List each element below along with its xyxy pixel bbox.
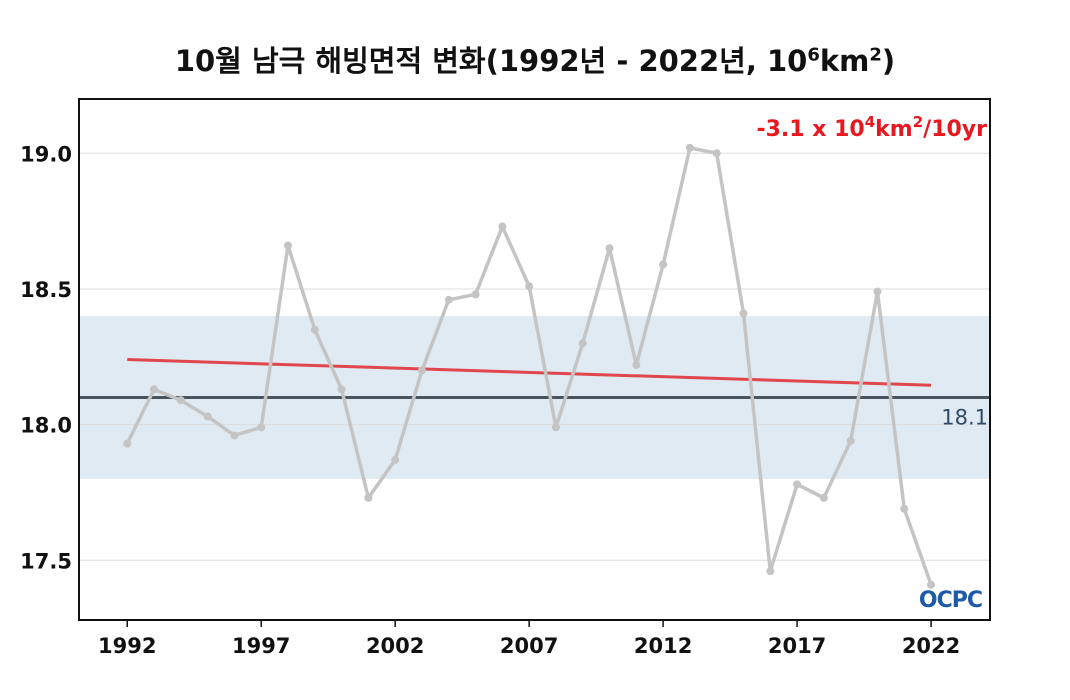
data-point xyxy=(176,396,185,405)
data-point xyxy=(551,423,560,432)
x-tick-label: 2022 xyxy=(902,634,960,658)
data-point xyxy=(150,385,159,394)
chart-title: 10월 남극 해빙면적 변화(1992년 - 2022년, 106km2) xyxy=(174,44,896,78)
title-superscript-square: 2 xyxy=(869,44,882,66)
data-point xyxy=(203,412,212,421)
y-tick-label: 18.0 xyxy=(20,414,72,438)
x-tick-label: 1992 xyxy=(98,634,156,658)
data-point xyxy=(793,480,802,489)
data-point xyxy=(873,287,882,296)
title-superscript-exponent: 6 xyxy=(807,44,820,66)
data-point xyxy=(283,241,292,250)
x-tick-label: 2017 xyxy=(768,634,826,658)
mean-value-label: 18.1 xyxy=(941,405,988,429)
data-point xyxy=(391,455,400,464)
x-tick-label: 2002 xyxy=(366,634,424,658)
data-point xyxy=(444,295,453,304)
data-point xyxy=(739,309,748,318)
data-point xyxy=(578,339,587,348)
data-point xyxy=(712,149,721,158)
data-point xyxy=(685,143,694,152)
data-point xyxy=(819,493,828,502)
data-point xyxy=(632,360,641,369)
trend-rate-label: -3.1 x 104km2/10yr xyxy=(756,113,987,142)
data-point xyxy=(257,423,266,432)
data-point xyxy=(310,325,319,334)
data-point xyxy=(900,504,909,513)
data-point xyxy=(525,282,534,291)
y-tick-label: 17.5 xyxy=(20,549,72,573)
data-point xyxy=(605,244,614,253)
trend-line xyxy=(127,358,932,387)
x-tick-label: 2012 xyxy=(634,634,692,658)
y-tick-label: 18.5 xyxy=(20,278,72,302)
data-point xyxy=(417,366,426,375)
ocpc-logo: OCPC xyxy=(919,588,982,613)
plot-frame xyxy=(78,98,991,621)
data-point xyxy=(123,439,132,448)
data-point xyxy=(498,222,507,231)
x-tick-label: 2007 xyxy=(500,634,558,658)
data-point xyxy=(364,493,373,502)
data-point xyxy=(230,431,239,440)
y-tick-label: 19.0 xyxy=(20,142,72,166)
data-point xyxy=(471,290,480,299)
data-point xyxy=(766,567,775,576)
data-point xyxy=(337,385,346,394)
data-point xyxy=(846,436,855,445)
data-point xyxy=(927,580,936,589)
data-point xyxy=(659,260,668,269)
x-tick-label: 1997 xyxy=(232,634,290,658)
